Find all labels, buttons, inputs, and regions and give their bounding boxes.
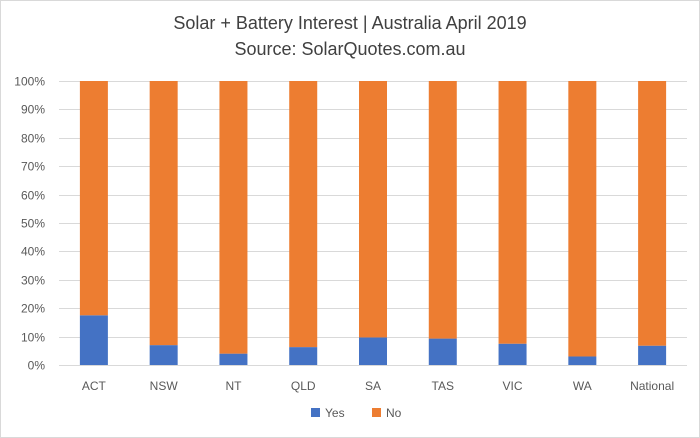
legend-swatch-yes [311, 408, 320, 417]
bar-no-tas [428, 81, 457, 339]
y-tick-label: 0% [28, 359, 46, 373]
legend: Yes No [311, 406, 402, 420]
y-tick-label: 100% [14, 75, 45, 89]
y-tick-label: 60% [21, 189, 45, 203]
bar-no-sa [359, 81, 387, 338]
chart-subtitle: Source: SolarQuotes.com.au [234, 39, 466, 59]
bar-no-act [79, 81, 108, 316]
bar-no-qld [289, 81, 318, 348]
x-tick-label: NT [225, 379, 242, 393]
x-tick-label: QLD [291, 379, 316, 393]
bar-no-nsw [149, 81, 178, 346]
x-tick-label: SA [365, 379, 381, 393]
bar-yes-national [638, 345, 667, 365]
bar-yes-nsw [149, 345, 178, 365]
bar-yes-tas [428, 338, 457, 365]
bar-yes-act [79, 315, 108, 365]
bar-yes-wa [568, 356, 597, 365]
y-tick-label: 80% [21, 132, 45, 146]
chart-title: Solar + Battery Interest | Australia Apr… [173, 13, 527, 33]
x-tick-label: WA [573, 379, 592, 393]
legend-label-no: No [386, 406, 402, 420]
y-tick-label: 20% [21, 302, 45, 316]
y-tick-label: 90% [21, 103, 45, 117]
bar-no-wa [568, 81, 597, 357]
y-tick-label: 30% [21, 274, 45, 288]
x-tick-label: NSW [150, 379, 179, 393]
bar-no-vic [498, 81, 527, 344]
y-tick-label: 40% [21, 245, 45, 259]
bar-yes-vic [498, 343, 527, 365]
bar-series [79, 81, 667, 365]
bar-no-nt [219, 81, 248, 354]
y-tick-label: 50% [21, 217, 45, 231]
bar-yes-sa [359, 337, 387, 365]
legend-label-yes: Yes [325, 406, 345, 420]
bar-yes-qld [289, 347, 318, 365]
x-tick-label: National [630, 379, 674, 393]
y-tick-label: 10% [21, 331, 45, 345]
bar-yes-nt [219, 353, 248, 365]
bar-no-national [638, 81, 667, 346]
y-tick-label: 70% [21, 160, 45, 174]
x-axis: ACT NSW NT QLD SA TAS VIC WA National [82, 379, 674, 393]
x-tick-label: ACT [82, 379, 107, 393]
x-tick-label: TAS [432, 379, 454, 393]
y-axis: 0% 10% 20% 30% 40% 50% 60% 70% 80% 90% 100% [14, 75, 45, 373]
x-tick-label: VIC [503, 379, 523, 393]
legend-swatch-no [372, 408, 381, 417]
